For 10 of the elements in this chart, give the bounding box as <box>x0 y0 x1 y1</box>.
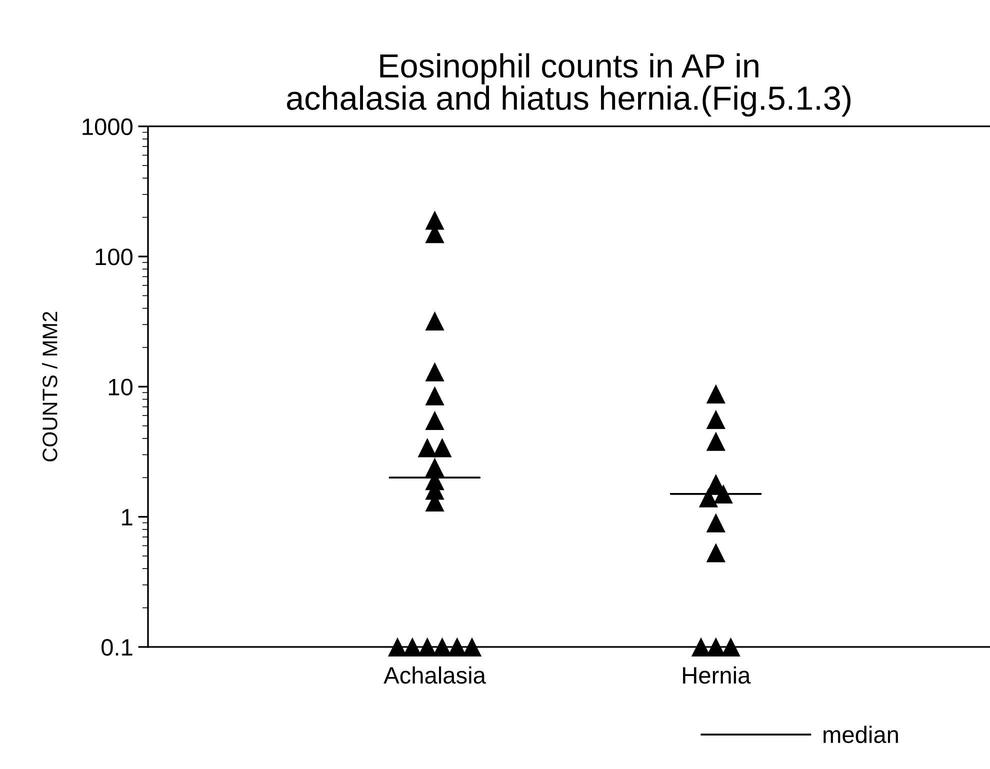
legend-label: median <box>824 726 898 744</box>
y-tick-label: 10 <box>108 378 132 396</box>
x-tick-label: Achalasia <box>384 666 486 684</box>
chart-title: Eosinophil counts in AP in achalasia and hiatus hernia.(Fig.5.1.3) <box>286 53 850 117</box>
x-tick-label: Hernia <box>683 666 751 684</box>
y-axis-title: COUNTS / MM2 <box>42 312 58 462</box>
y-tick-label: 1 <box>122 509 132 526</box>
y-tick-label: 0.1 <box>102 639 132 656</box>
y-tick-label: 1000 <box>82 118 133 136</box>
y-tick-label: 100 <box>96 248 132 266</box>
